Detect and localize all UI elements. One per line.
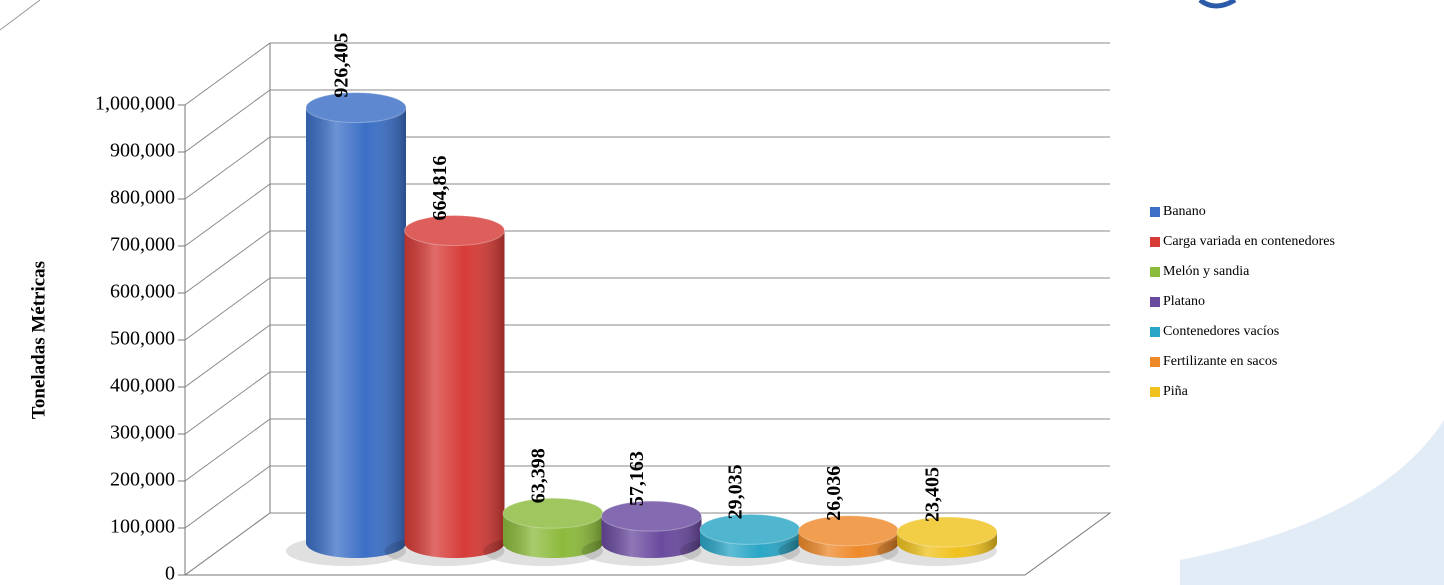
- value-label: 23,405: [922, 467, 944, 522]
- legend-label: Contenedores vacíos: [1163, 324, 1279, 339]
- legend-label: Carga variada en contenedores: [1163, 234, 1335, 249]
- y-axis-title: Toneladas Métricas: [28, 261, 49, 419]
- y-tick-label: 600,000: [110, 281, 175, 303]
- bar-top-shine: [503, 498, 603, 528]
- legend-label: Fertilizante en sacos: [1163, 354, 1277, 369]
- value-label: 26,036: [823, 466, 845, 521]
- decor-line: [0, 0, 40, 30]
- legend-swatch: [1150, 327, 1160, 337]
- chart: Toneladas Métricas 0 100,000 200,000 300,00…: [0, 0, 1444, 585]
- bar-shade: [306, 108, 406, 558]
- legend-swatch: [1150, 267, 1160, 277]
- y-tick-label: 400,000: [110, 375, 175, 397]
- y-tick-label: 800,000: [110, 187, 175, 209]
- bar-top-shine: [306, 93, 406, 123]
- legend-swatch: [1150, 357, 1160, 367]
- logo-mark: [1200, 0, 1235, 6]
- legend-swatch: [1150, 387, 1160, 397]
- bar-top-shine: [799, 516, 899, 546]
- y-tick-label: 1,000,000: [95, 93, 175, 115]
- bar-top-shine: [897, 517, 997, 547]
- y-tick-label: 300,000: [110, 422, 175, 444]
- bar-shade: [405, 231, 505, 558]
- legend-label: Melón y sandia: [1163, 264, 1250, 279]
- value-label: 29,035: [725, 464, 747, 519]
- y-tick-label: 500,000: [110, 328, 175, 350]
- y-tick-label: 700,000: [110, 234, 175, 256]
- legend-swatch: [1150, 297, 1160, 307]
- legend-swatch: [1150, 237, 1160, 247]
- value-label: 63,398: [528, 448, 550, 503]
- value-label: 664,816: [429, 156, 451, 221]
- y-tick-label: 200,000: [110, 469, 175, 491]
- bar-top-shine: [602, 501, 702, 531]
- value-label: 926,405: [331, 33, 353, 98]
- legend-label: Platano: [1163, 294, 1205, 309]
- legend-swatch: [1150, 207, 1160, 217]
- y-tick-label: 900,000: [110, 140, 175, 162]
- logo-decor: [1180, 420, 1444, 585]
- y-tick-label: 100,000: [110, 516, 175, 538]
- bar-top-shine: [405, 216, 505, 246]
- bar-top-shine: [700, 514, 800, 544]
- legend-label: Banano: [1163, 204, 1206, 219]
- y-tick-label: 0: [165, 563, 175, 585]
- legend-label: Piña: [1163, 384, 1189, 399]
- value-label: 57,163: [626, 451, 648, 506]
